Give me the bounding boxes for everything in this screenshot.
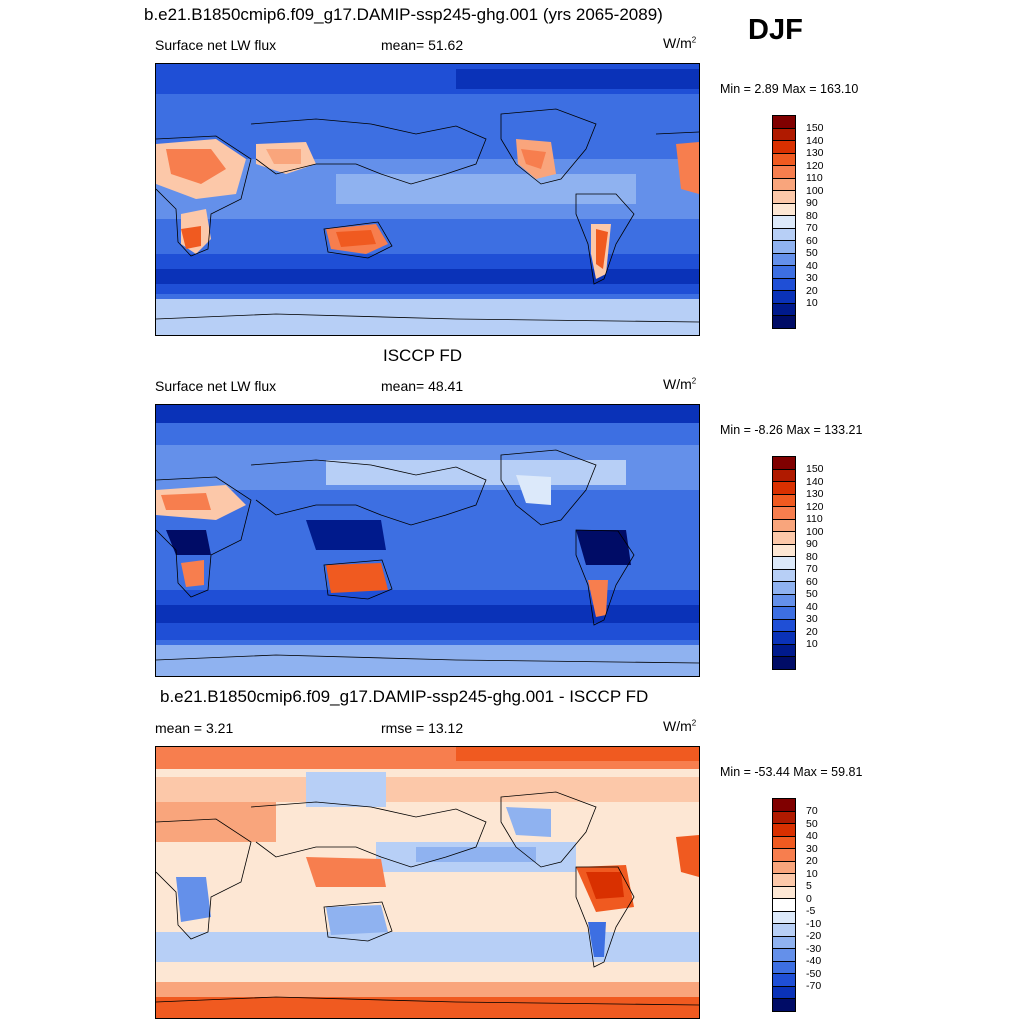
colorbar-tick-label: 5 xyxy=(806,880,812,892)
panel-2-title: ISCCP FD xyxy=(383,346,463,365)
panel-1-map xyxy=(155,63,700,336)
colorbar-tick-label: 20 xyxy=(806,855,818,867)
panel-3-map xyxy=(155,746,700,1019)
panel-2-mean-label: mean= 48.41 xyxy=(381,378,464,394)
colorbar-tick-label: 80 xyxy=(806,550,818,563)
colorbar-tick-label: 40 xyxy=(806,600,818,613)
panel-2-variable-label: Surface net LW flux xyxy=(155,378,277,394)
panel-3-title: b.e21.B1850cmip6.f09_g17.DAMIP-ssp245-gh… xyxy=(160,687,649,706)
colorbar-tick-label: 70 xyxy=(806,563,818,575)
colorbar-tick-label: 50 xyxy=(806,247,818,259)
panel-1-mean-label: mean= 51.62 xyxy=(381,37,464,53)
colorbar-tick-label: 120 xyxy=(806,159,824,172)
season-label: DJF xyxy=(748,14,803,46)
colorbar-tick-label: 120 xyxy=(806,500,824,513)
panel-1-title: b.e21.B1850cmip6.f09_g17.DAMIP-ssp245-gh… xyxy=(144,5,663,24)
colorbar-tick-label: 40 xyxy=(806,259,818,272)
panel-2-minmax: Min = -8.26 Max = 133.21 xyxy=(720,423,863,437)
colorbar-tick-label: -40 xyxy=(806,955,822,967)
colorbar-tick-label: 140 xyxy=(806,475,824,488)
panel-3-minmax: Min = -53.44 Max = 59.81 xyxy=(720,765,863,779)
panel-3-units: W/m2 xyxy=(663,718,697,734)
colorbar-tick-label: 110 xyxy=(806,513,823,525)
panel-1-colorbar xyxy=(772,115,796,329)
colorbar-tick-label: 70 xyxy=(806,222,818,234)
colorbar-tick-label: 90 xyxy=(806,197,818,209)
colorbar-tick-label: 20 xyxy=(806,284,818,297)
colorbar-tick-label: 60 xyxy=(806,234,818,247)
colorbar-tick-label: -5 xyxy=(806,905,816,917)
colorbar-tick-label: 40 xyxy=(806,830,818,842)
panel-1-variable-label: Surface net LW flux xyxy=(155,37,277,53)
colorbar-tick-label: 100 xyxy=(806,184,824,197)
panel-3-colorbar xyxy=(772,798,796,1012)
colorbar-tick-label: 60 xyxy=(806,575,818,588)
panel-1-units: W/m2 xyxy=(663,35,697,51)
panel-2-colorbar xyxy=(772,456,796,670)
colorbar-tick-label: 130 xyxy=(806,488,824,500)
colorbar-tick-label: -20 xyxy=(806,930,822,942)
colorbar-tick-label: -50 xyxy=(806,967,822,980)
colorbar-tick-label: 50 xyxy=(806,588,818,600)
colorbar-tick-label: 90 xyxy=(806,538,818,550)
panel-1-minmax: Min = 2.89 Max = 163.10 xyxy=(720,82,859,96)
colorbar-tick-label: 10 xyxy=(806,297,818,309)
colorbar-tick-label: 50 xyxy=(806,817,818,830)
panel-2-units: W/m2 xyxy=(663,376,697,392)
colorbar-tick-label: 110 xyxy=(806,172,823,184)
colorbar-tick-label: 30 xyxy=(806,842,818,855)
colorbar-tick-label: 150 xyxy=(806,463,824,475)
colorbar-tick-label: 10 xyxy=(806,867,818,880)
colorbar-tick-label: 0 xyxy=(806,892,812,905)
panel-3-rmse-label: rmse = 13.12 xyxy=(381,720,464,736)
panel-2-map xyxy=(155,404,700,677)
colorbar-tick-label: 80 xyxy=(806,209,818,222)
colorbar-tick-label: 30 xyxy=(806,272,818,284)
colorbar-tick-label: 20 xyxy=(806,625,818,638)
colorbar-tick-label: 30 xyxy=(806,613,818,625)
colorbar-tick-label: -10 xyxy=(806,917,822,930)
colorbar-tick-label: 10 xyxy=(806,638,818,650)
colorbar-tick-label: -30 xyxy=(806,942,822,955)
colorbar-tick-label: -70 xyxy=(806,980,822,992)
colorbar-tick-label: 150 xyxy=(806,122,824,134)
panel-3-mean-label: mean = 3.21 xyxy=(155,720,234,736)
colorbar-tick-label: 100 xyxy=(806,525,824,538)
colorbar-tick-label: 70 xyxy=(806,805,818,817)
colorbar-tick-label: 140 xyxy=(806,134,824,147)
colorbar-tick-label: 130 xyxy=(806,147,824,159)
